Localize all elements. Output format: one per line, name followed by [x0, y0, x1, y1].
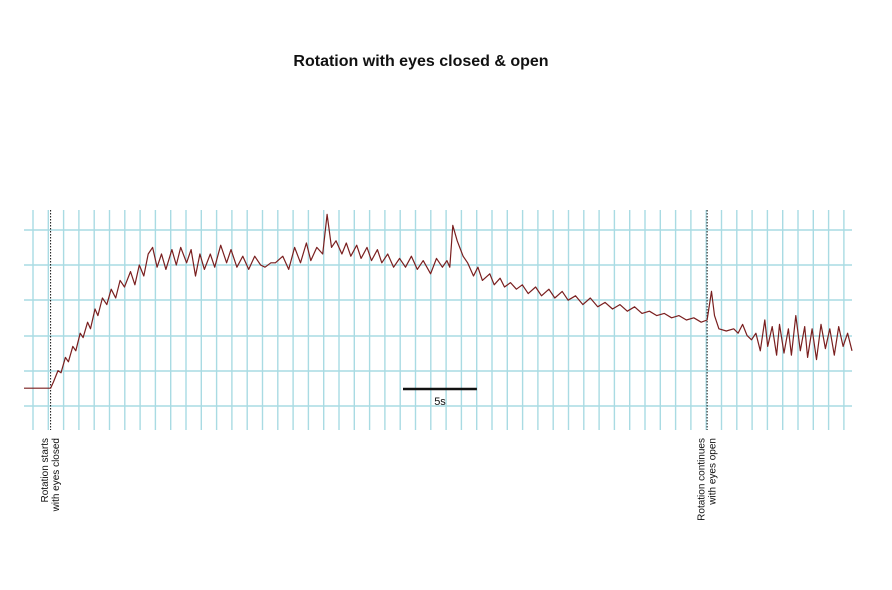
annotation-line: Rotation starts [40, 438, 51, 502]
annotation-line: with eyes open [708, 438, 719, 506]
annotations: Rotation starts with eyes closed Rotation … [40, 438, 719, 521]
chart-title: Rotation with eyes closed & open [293, 53, 549, 70]
annotation-line: with eyes closed [51, 438, 62, 512]
event-annotation: Rotation starts with eyes closed [40, 438, 62, 512]
scale-bar: 5s [403, 387, 477, 408]
scale-bar-label: 5s [434, 396, 446, 408]
trace-layer [24, 213, 853, 389]
grid [24, 210, 852, 430]
event-annotation: Rotation continues with eyes open [697, 438, 719, 521]
annotation-line: Rotation continues [697, 438, 708, 521]
event-markers [50, 210, 708, 430]
trace-line [24, 213, 853, 389]
